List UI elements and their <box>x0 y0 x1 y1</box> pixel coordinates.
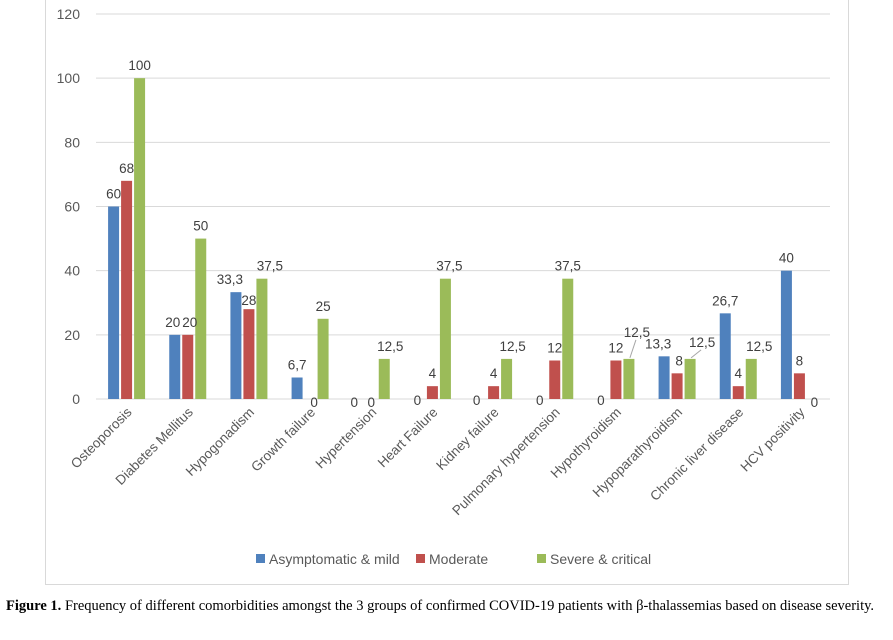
legend: Asymptomatic & mild Moderate Severe & crit… <box>256 551 651 567</box>
bar <box>549 360 561 399</box>
data-label: 12,5 <box>624 325 650 340</box>
y-tick-label: 20 <box>64 327 80 343</box>
data-label: 0 <box>597 393 605 408</box>
bar <box>291 377 303 399</box>
data-label: 20 <box>165 315 180 330</box>
y-tick-label: 60 <box>64 199 80 215</box>
bar <box>745 358 757 399</box>
legend-label: Moderate <box>429 551 488 567</box>
bar <box>378 358 390 399</box>
y-tick-label: 40 <box>64 263 80 279</box>
bar <box>719 313 731 399</box>
bar <box>610 360 622 399</box>
data-label: 100 <box>128 58 151 73</box>
data-label: 8 <box>675 353 683 368</box>
bar <box>121 180 133 399</box>
data-label: 0 <box>811 395 819 410</box>
legend-swatch <box>256 554 265 563</box>
data-label: 12,5 <box>746 339 772 354</box>
data-label: 12,5 <box>689 335 715 350</box>
bar <box>230 292 242 399</box>
data-label: 40 <box>779 251 794 266</box>
data-label: 4 <box>734 366 742 381</box>
data-label: 68 <box>119 161 134 176</box>
data-label: 50 <box>193 219 208 234</box>
data-label: 0 <box>310 395 318 410</box>
bar <box>658 356 670 399</box>
category-label: Heart Failure <box>375 405 441 471</box>
data-label: 37,5 <box>257 259 283 274</box>
y-axis-ticks: 0 20 40 60 80 100 120 <box>57 6 81 407</box>
data-label: 8 <box>796 353 804 368</box>
bar <box>195 238 207 399</box>
data-label: 37,5 <box>555 259 581 274</box>
bars <box>108 78 805 400</box>
bar <box>501 358 513 399</box>
data-label: 13,3 <box>645 336 671 351</box>
bar <box>623 358 635 399</box>
legend-label: Asymptomatic & mild <box>269 551 400 567</box>
data-label: 33,3 <box>217 272 243 287</box>
bar <box>684 358 696 399</box>
data-label: 60 <box>106 187 121 202</box>
category-label: Kidney failure <box>433 405 501 473</box>
bar <box>243 309 255 399</box>
category-label: Hypertension <box>313 405 380 472</box>
bar <box>793 373 805 399</box>
data-label: 28 <box>241 293 256 308</box>
bar <box>780 270 792 399</box>
bar <box>562 278 574 399</box>
legend-swatch <box>416 554 425 563</box>
data-label: 25 <box>316 299 331 314</box>
y-tick-label: 100 <box>57 70 81 86</box>
data-label: 12 <box>608 341 623 356</box>
y-tick-label: 120 <box>57 6 81 22</box>
data-label: 20 <box>182 315 197 330</box>
caption-text: Frequency of different comorbidities amo… <box>61 598 875 614</box>
caption-label: Figure 1. <box>6 598 62 614</box>
data-label: 0 <box>367 395 375 410</box>
bar <box>488 386 500 399</box>
data-label: 4 <box>429 366 437 381</box>
leader-line <box>629 339 637 359</box>
legend-swatch <box>537 554 546 563</box>
figure-caption: Figure 1. Frequency of different comorbi… <box>6 597 891 615</box>
data-label: 12,5 <box>499 339 525 354</box>
data-label: 0 <box>536 393 544 408</box>
data-label: 37,5 <box>436 259 462 274</box>
data-label: 6,7 <box>288 358 307 373</box>
bar <box>439 278 451 399</box>
y-tick-label: 80 <box>64 134 80 150</box>
bar <box>256 278 268 399</box>
leader-line <box>690 349 702 359</box>
bar <box>134 78 146 400</box>
bar <box>182 334 194 399</box>
category-label: HCV positivity <box>738 404 808 474</box>
category-label: Pulmonary hypertension <box>449 405 563 519</box>
bar <box>426 386 438 399</box>
gridlines <box>96 13 830 400</box>
data-label: 12,5 <box>377 339 403 354</box>
bar <box>317 318 329 399</box>
data-label: 26,7 <box>712 293 738 308</box>
bar <box>108 206 120 399</box>
legend-label: Severe & critical <box>550 551 651 567</box>
category-label: Osteoporosis <box>68 404 135 471</box>
bar <box>169 334 181 399</box>
data-label: 0 <box>473 393 481 408</box>
bar <box>732 386 744 399</box>
data-label: 0 <box>414 393 422 408</box>
y-tick-label: 0 <box>72 391 80 407</box>
data-label: 12 <box>547 341 562 356</box>
data-label: 0 <box>350 395 358 410</box>
category-label: Growth failure <box>248 405 318 475</box>
bar <box>671 373 683 399</box>
data-label: 4 <box>490 366 498 381</box>
